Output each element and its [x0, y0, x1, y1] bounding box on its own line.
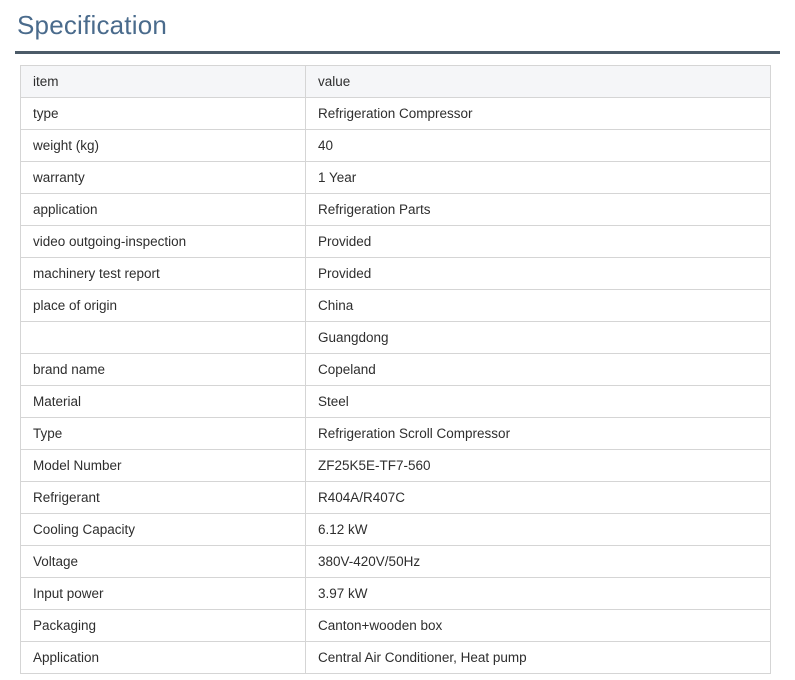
item-cell: Input power — [20, 577, 306, 610]
item-cell: warranty — [20, 161, 306, 194]
value-cell: 3.97 kW — [305, 577, 771, 610]
table-row: Guangdong — [20, 321, 771, 354]
table-row: Voltage 380V-420V/50Hz — [20, 545, 771, 578]
item-cell: Model Number — [20, 449, 306, 482]
item-cell: Application — [20, 641, 306, 674]
item-cell: weight (kg) — [20, 129, 306, 162]
table-row: Type Refrigeration Scroll Compressor — [20, 417, 771, 450]
table-row: weight (kg) 40 — [20, 129, 771, 162]
value-cell: Refrigeration Compressor — [305, 97, 771, 130]
item-cell: Cooling Capacity — [20, 513, 306, 546]
item-cell: type — [20, 97, 306, 130]
table-header-row: item value — [20, 65, 771, 98]
table-row: Model Number ZF25K5E-TF7-560 — [20, 449, 771, 482]
item-column-header: item — [20, 65, 306, 98]
table-row: machinery test report Provided — [20, 257, 771, 290]
table-row: video outgoing-inspection Provided — [20, 225, 771, 258]
table-row: Cooling Capacity 6.12 kW — [20, 513, 771, 546]
item-cell: Voltage — [20, 545, 306, 578]
item-cell: Refrigerant — [20, 481, 306, 514]
value-column-header: value — [305, 65, 771, 98]
item-cell: Packaging — [20, 609, 306, 642]
title-underline — [15, 51, 780, 54]
item-cell: brand name — [20, 353, 306, 386]
table-row: application Refrigeration Parts — [20, 193, 771, 226]
value-cell: R404A/R407C — [305, 481, 771, 514]
item-cell: Material — [20, 385, 306, 418]
value-cell: Provided — [305, 257, 771, 290]
value-cell: China — [305, 289, 771, 322]
value-cell: 6.12 kW — [305, 513, 771, 546]
item-cell — [20, 321, 306, 354]
item-cell: application — [20, 193, 306, 226]
table-row: type Refrigeration Compressor — [20, 97, 771, 130]
value-cell: Provided — [305, 225, 771, 258]
table-row: Input power 3.97 kW — [20, 577, 771, 610]
item-cell: machinery test report — [20, 257, 306, 290]
value-cell: ZF25K5E-TF7-560 — [305, 449, 771, 482]
value-cell: Refrigeration Scroll Compressor — [305, 417, 771, 450]
table-row: Refrigerant R404A/R407C — [20, 481, 771, 514]
table-row: Packaging Canton+wooden box — [20, 609, 771, 642]
value-cell: Steel — [305, 385, 771, 418]
table-row: Material Steel — [20, 385, 771, 418]
table-row: place of origin China — [20, 289, 771, 322]
item-cell: video outgoing-inspection — [20, 225, 306, 258]
value-cell: 40 — [305, 129, 771, 162]
value-cell: Canton+wooden box — [305, 609, 771, 642]
value-cell: Guangdong — [305, 321, 771, 354]
value-cell: 380V-420V/50Hz — [305, 545, 771, 578]
value-cell: 1 Year — [305, 161, 771, 194]
table-row: Application Central Air Conditioner, Heat… — [20, 641, 771, 674]
value-cell: Central Air Conditioner, Heat pump — [305, 641, 771, 674]
specification-table: item value type Refrigeration Compressor w… — [20, 65, 771, 674]
item-cell: place of origin — [20, 289, 306, 322]
table-row: warranty 1 Year — [20, 161, 771, 194]
value-cell: Copeland — [305, 353, 771, 386]
value-cell: Refrigeration Parts — [305, 193, 771, 226]
item-cell: Type — [20, 417, 306, 450]
table-row: brand name Copeland — [20, 353, 771, 386]
page-title: Specification — [17, 10, 168, 40]
